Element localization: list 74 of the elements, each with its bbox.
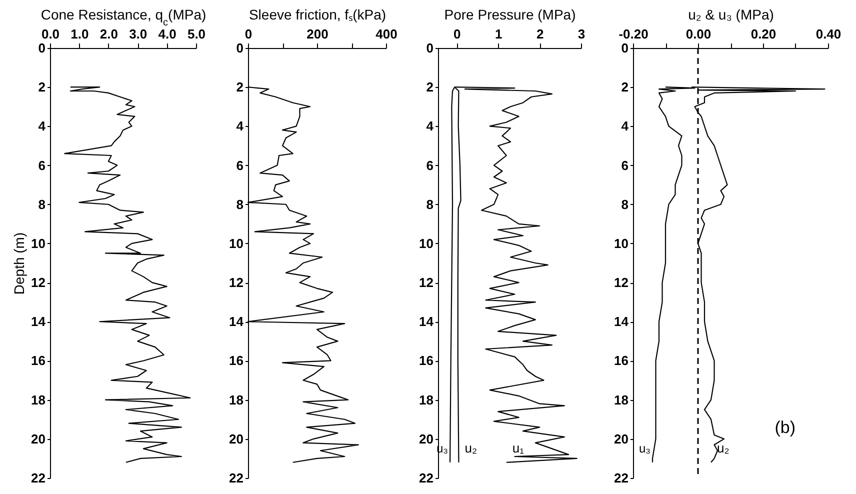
x-axis-title: u₂ & u₃ (MPa)	[688, 6, 774, 22]
y-tick-label: 2	[38, 80, 46, 95]
y-tick-label: 12	[31, 275, 46, 290]
y-tick-label: 16	[614, 353, 628, 368]
y-tick-label: 4	[426, 118, 434, 134]
y-tick-label: 0	[426, 40, 434, 56]
y-tick-label: 6	[236, 158, 244, 173]
x-tick-label: 0.00	[686, 26, 712, 42]
y-tick-label: 0	[38, 40, 46, 56]
y-tick-label: 8	[621, 196, 628, 212]
y-tick-label: 22	[614, 470, 628, 486]
series-label: u₂	[717, 440, 730, 456]
y-tick-label: 18	[419, 392, 434, 408]
y-tick-label: 14	[614, 314, 630, 330]
y-tick-label: 2	[426, 80, 434, 95]
y-tick-label: 4	[621, 118, 630, 134]
y-tick-label: 16	[419, 353, 434, 368]
y-tick-label: 8	[426, 196, 434, 212]
y-tick-label: 22	[229, 470, 244, 486]
x-axis-title: Cone Resistance, q$_{c}$(MPa)	[40, 6, 206, 28]
y-tick-label: 20	[31, 431, 46, 446]
y-tick-label: 16	[229, 353, 244, 368]
y-tick-label: 6	[621, 158, 628, 173]
y-tick-label: 20	[229, 431, 244, 446]
x-tick-label: 400	[376, 26, 398, 42]
x-axis-title: Pore Pressure (MPa)	[444, 6, 576, 22]
annotation: (b)	[774, 418, 796, 437]
y-tick-label: 10	[614, 236, 628, 251]
x-tick-label: 0	[454, 26, 461, 42]
y-tick-label: 2	[621, 80, 628, 95]
y-tick-label: 8	[38, 196, 46, 212]
x-tick-label: 0.0	[41, 26, 60, 42]
y-tick-label: 18	[229, 392, 244, 408]
series-label: u₃	[638, 441, 651, 456]
x-tick-label: 1.0	[70, 26, 89, 42]
y-axis-title: Depth (m)	[11, 232, 28, 295]
series-label: u₁	[512, 440, 525, 456]
y-tick-label: 6	[426, 158, 434, 173]
y-tick-label: 14	[31, 314, 46, 330]
x-tick-label: 2.0	[100, 26, 118, 42]
x-tick-label: 5.0	[187, 26, 206, 42]
x-tick-label: 1	[494, 26, 502, 42]
x-tick-label: -0.20	[618, 26, 648, 42]
y-tick-label: 2	[236, 80, 244, 95]
y-tick-label: 14	[419, 314, 434, 330]
y-tick-label: 20	[419, 431, 434, 446]
x-tick-label: 0.40	[816, 26, 842, 42]
x-tick-label: 3.0	[129, 26, 148, 42]
y-tick-label: 4	[236, 118, 244, 134]
y-tick-label: 8	[236, 196, 244, 212]
y-tick-label: 18	[614, 392, 628, 408]
y-tick-label: 0	[621, 40, 628, 56]
y-tick-label: 22	[31, 470, 46, 486]
y-tick-label: 10	[31, 236, 46, 251]
x-tick-label: 4.0	[158, 26, 176, 42]
y-tick-label: 14	[229, 314, 244, 330]
y-tick-label: 12	[229, 275, 244, 290]
y-tick-label: 12	[419, 275, 434, 290]
x-tick-label: 200	[306, 26, 328, 42]
y-tick-label: 10	[419, 236, 434, 251]
y-tick-label: 4	[38, 118, 46, 134]
y-tick-label: 16	[31, 353, 46, 368]
y-tick-label: 12	[614, 275, 628, 290]
y-tick-label: 18	[31, 392, 46, 408]
x-axis-title: Sleeve friction, fₛ(kPa)	[248, 6, 386, 22]
y-tick-label: 6	[38, 158, 46, 173]
series-label: u₂	[464, 440, 478, 456]
y-tick-label: 0	[236, 40, 244, 56]
x-tick-label: 3	[578, 26, 586, 42]
y-tick-label: 10	[229, 236, 244, 251]
y-tick-label: 20	[614, 431, 628, 446]
x-tick-label: 0.20	[750, 26, 776, 42]
y-tick-label: 22	[419, 470, 434, 486]
x-tick-label: 2	[536, 26, 544, 42]
